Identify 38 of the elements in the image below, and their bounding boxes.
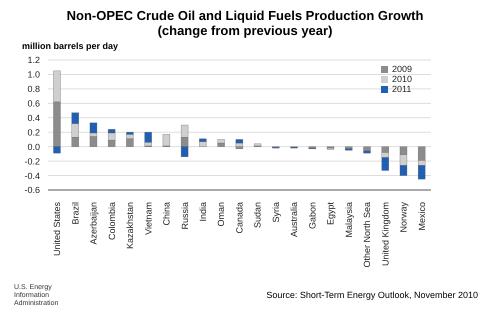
- y-tick-label: 0.8: [27, 84, 40, 94]
- y-axis-title: million barrels per day: [22, 41, 118, 51]
- y-tick-label: 1.0: [27, 70, 40, 80]
- y-tick-label: -0.2: [24, 156, 40, 166]
- x-tick-label: China: [162, 202, 172, 226]
- y-tick-label: -0.4: [24, 170, 40, 181]
- x-tick-label: Canada: [234, 202, 244, 234]
- chart-subtitle: (change from previous year): [156, 23, 334, 38]
- legend-label: 2009: [392, 64, 412, 74]
- x-tick-label: Oman: [216, 202, 226, 227]
- x-tick-label: Kazakhstan: [125, 202, 136, 250]
- chart-title: Non-OPEC Crude Oil and Liquid Fuels Production Growth: [66, 8, 424, 23]
- x-tick-label: Azerbaijan: [88, 202, 99, 245]
- x-tick-label: Australia: [289, 202, 300, 238]
- x-tick-label: Malaysia: [344, 202, 354, 238]
- y-tick-label: 1.2: [27, 55, 40, 66]
- x-tick-label: Russia: [180, 202, 190, 230]
- source-note: Source: Short-Term Energy Outlook, November 2010: [266, 290, 478, 300]
- legend-label: 2011: [392, 84, 412, 94]
- x-tick-label: Other North Sea: [362, 202, 372, 268]
- x-tick-label: Brazil: [70, 202, 80, 225]
- x-tick-label: Egypt: [326, 202, 336, 226]
- y-tick-label: 0.4: [27, 112, 40, 123]
- x-tick-label: United States: [52, 202, 62, 256]
- x-tick-label: India: [198, 202, 208, 222]
- y-tick-label: 0.2: [27, 127, 40, 138]
- x-tick-label: Syria: [270, 202, 281, 223]
- x-tick-label: Mexico: [416, 202, 427, 231]
- x-tick-label: United Kingdom: [380, 202, 390, 266]
- y-tick-label: 0.0: [27, 142, 40, 152]
- x-tick-label: Sudan: [252, 202, 263, 228]
- x-tick-label: Vietnam: [143, 202, 154, 235]
- x-tick-label: Gabon: [307, 202, 318, 230]
- y-tick-label: 0.6: [27, 98, 40, 109]
- y-tick-label: -0.6: [24, 185, 40, 196]
- x-tick-label: Colombia: [106, 202, 117, 240]
- legend-label: 2010: [392, 74, 412, 84]
- x-tick-label: Norway: [398, 202, 409, 233]
